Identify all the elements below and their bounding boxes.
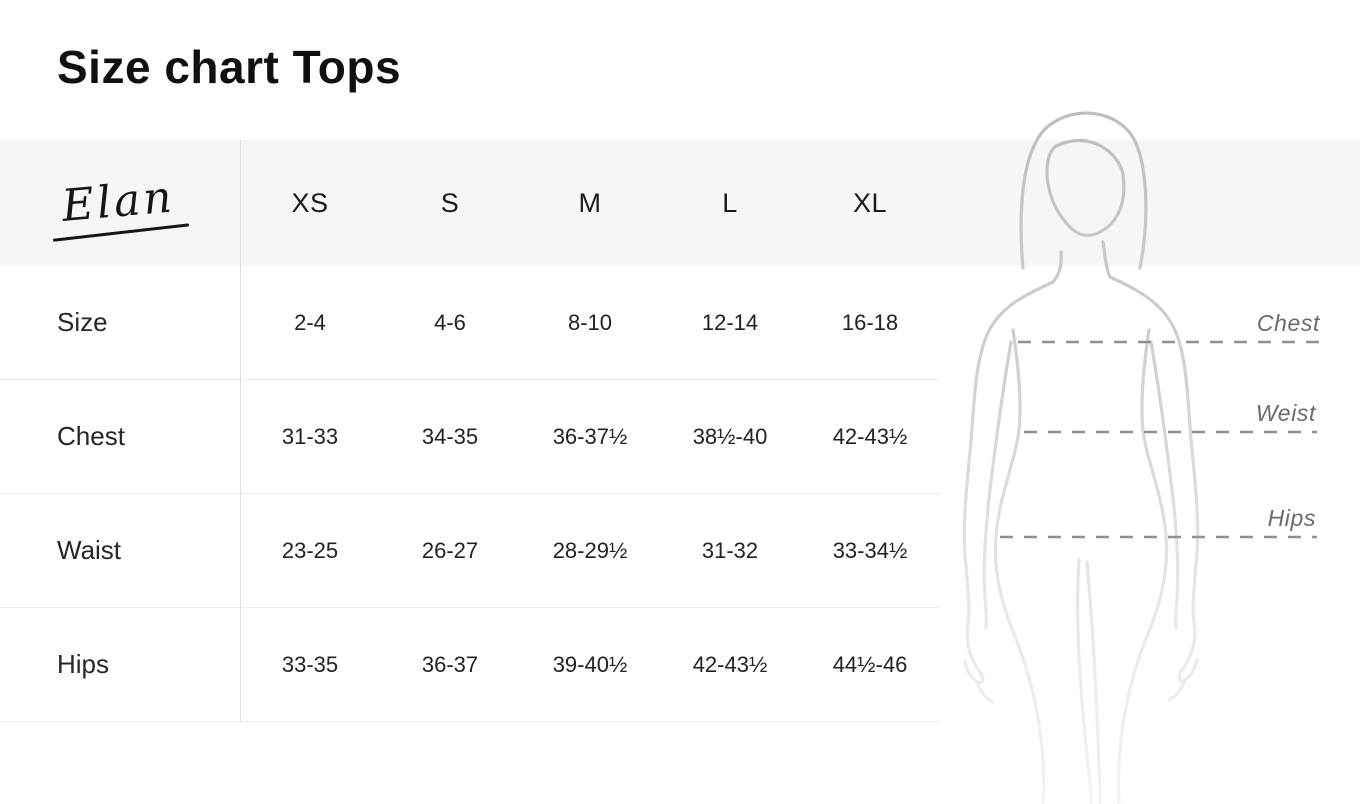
cell-size-l: 12-14 bbox=[660, 266, 800, 380]
cell-waist-xl: 33-34½ bbox=[800, 494, 940, 608]
brand-logo-cell: Elan bbox=[0, 140, 240, 266]
cell-hips-xl: 44½-46 bbox=[800, 608, 940, 722]
cell-waist-s: 26-27 bbox=[380, 494, 520, 608]
cell-hips-m: 39-40½ bbox=[520, 608, 660, 722]
cell-chest-l: 38½-40 bbox=[660, 380, 800, 494]
cell-hips-s: 36-37 bbox=[380, 608, 520, 722]
cell-chest-m: 36-37½ bbox=[520, 380, 660, 494]
brand-logo: Elan bbox=[55, 170, 184, 236]
cell-waist-m: 28-29½ bbox=[520, 494, 660, 608]
column-header-xs: XS bbox=[291, 187, 329, 218]
cell-waist-l: 31-32 bbox=[660, 494, 800, 608]
cell-hips-xs: 33-35 bbox=[240, 608, 380, 722]
cell-chest-xs: 31-33 bbox=[240, 380, 380, 494]
table-header-band bbox=[0, 140, 1360, 266]
cell-waist-xs: 23-25 bbox=[240, 494, 380, 608]
cell-chest-s: 34-35 bbox=[380, 380, 520, 494]
cell-hips-l: 42-43½ bbox=[660, 608, 800, 722]
column-header-m: M bbox=[578, 187, 602, 218]
cell-size-s: 4-6 bbox=[380, 266, 520, 380]
cell-chest-xl: 42-43½ bbox=[800, 380, 940, 494]
page-title: Size chart Tops bbox=[57, 41, 402, 93]
waist-measure-label: Weist bbox=[1255, 400, 1316, 426]
woman-silhouette-figure bbox=[962, 111, 1325, 804]
size-chart-table: Elan XS S M L XL Size 2-4 4-6 8-10 12-14… bbox=[0, 140, 940, 722]
cell-size-m: 8-10 bbox=[520, 266, 660, 380]
cell-size-xl: 16-18 bbox=[800, 266, 940, 380]
brand-logo-wrap: Elan bbox=[0, 140, 240, 266]
column-header-l: L bbox=[722, 187, 738, 218]
measurement-dash-lines bbox=[1000, 340, 1325, 539]
column-header-xl: XL bbox=[852, 187, 888, 218]
row-label-hips: Hips bbox=[0, 608, 240, 722]
hips-measure-label: Hips bbox=[1267, 505, 1316, 531]
cell-size-xs: 2-4 bbox=[240, 266, 380, 380]
chest-measure-label: Chest bbox=[1256, 310, 1320, 336]
column-header-s: S bbox=[440, 187, 460, 218]
table-column-divider bbox=[240, 140, 241, 722]
body-outline bbox=[962, 111, 1200, 804]
row-label-size: Size bbox=[0, 266, 240, 380]
row-label-chest: Chest bbox=[0, 380, 240, 494]
row-label-waist: Waist bbox=[0, 494, 240, 608]
